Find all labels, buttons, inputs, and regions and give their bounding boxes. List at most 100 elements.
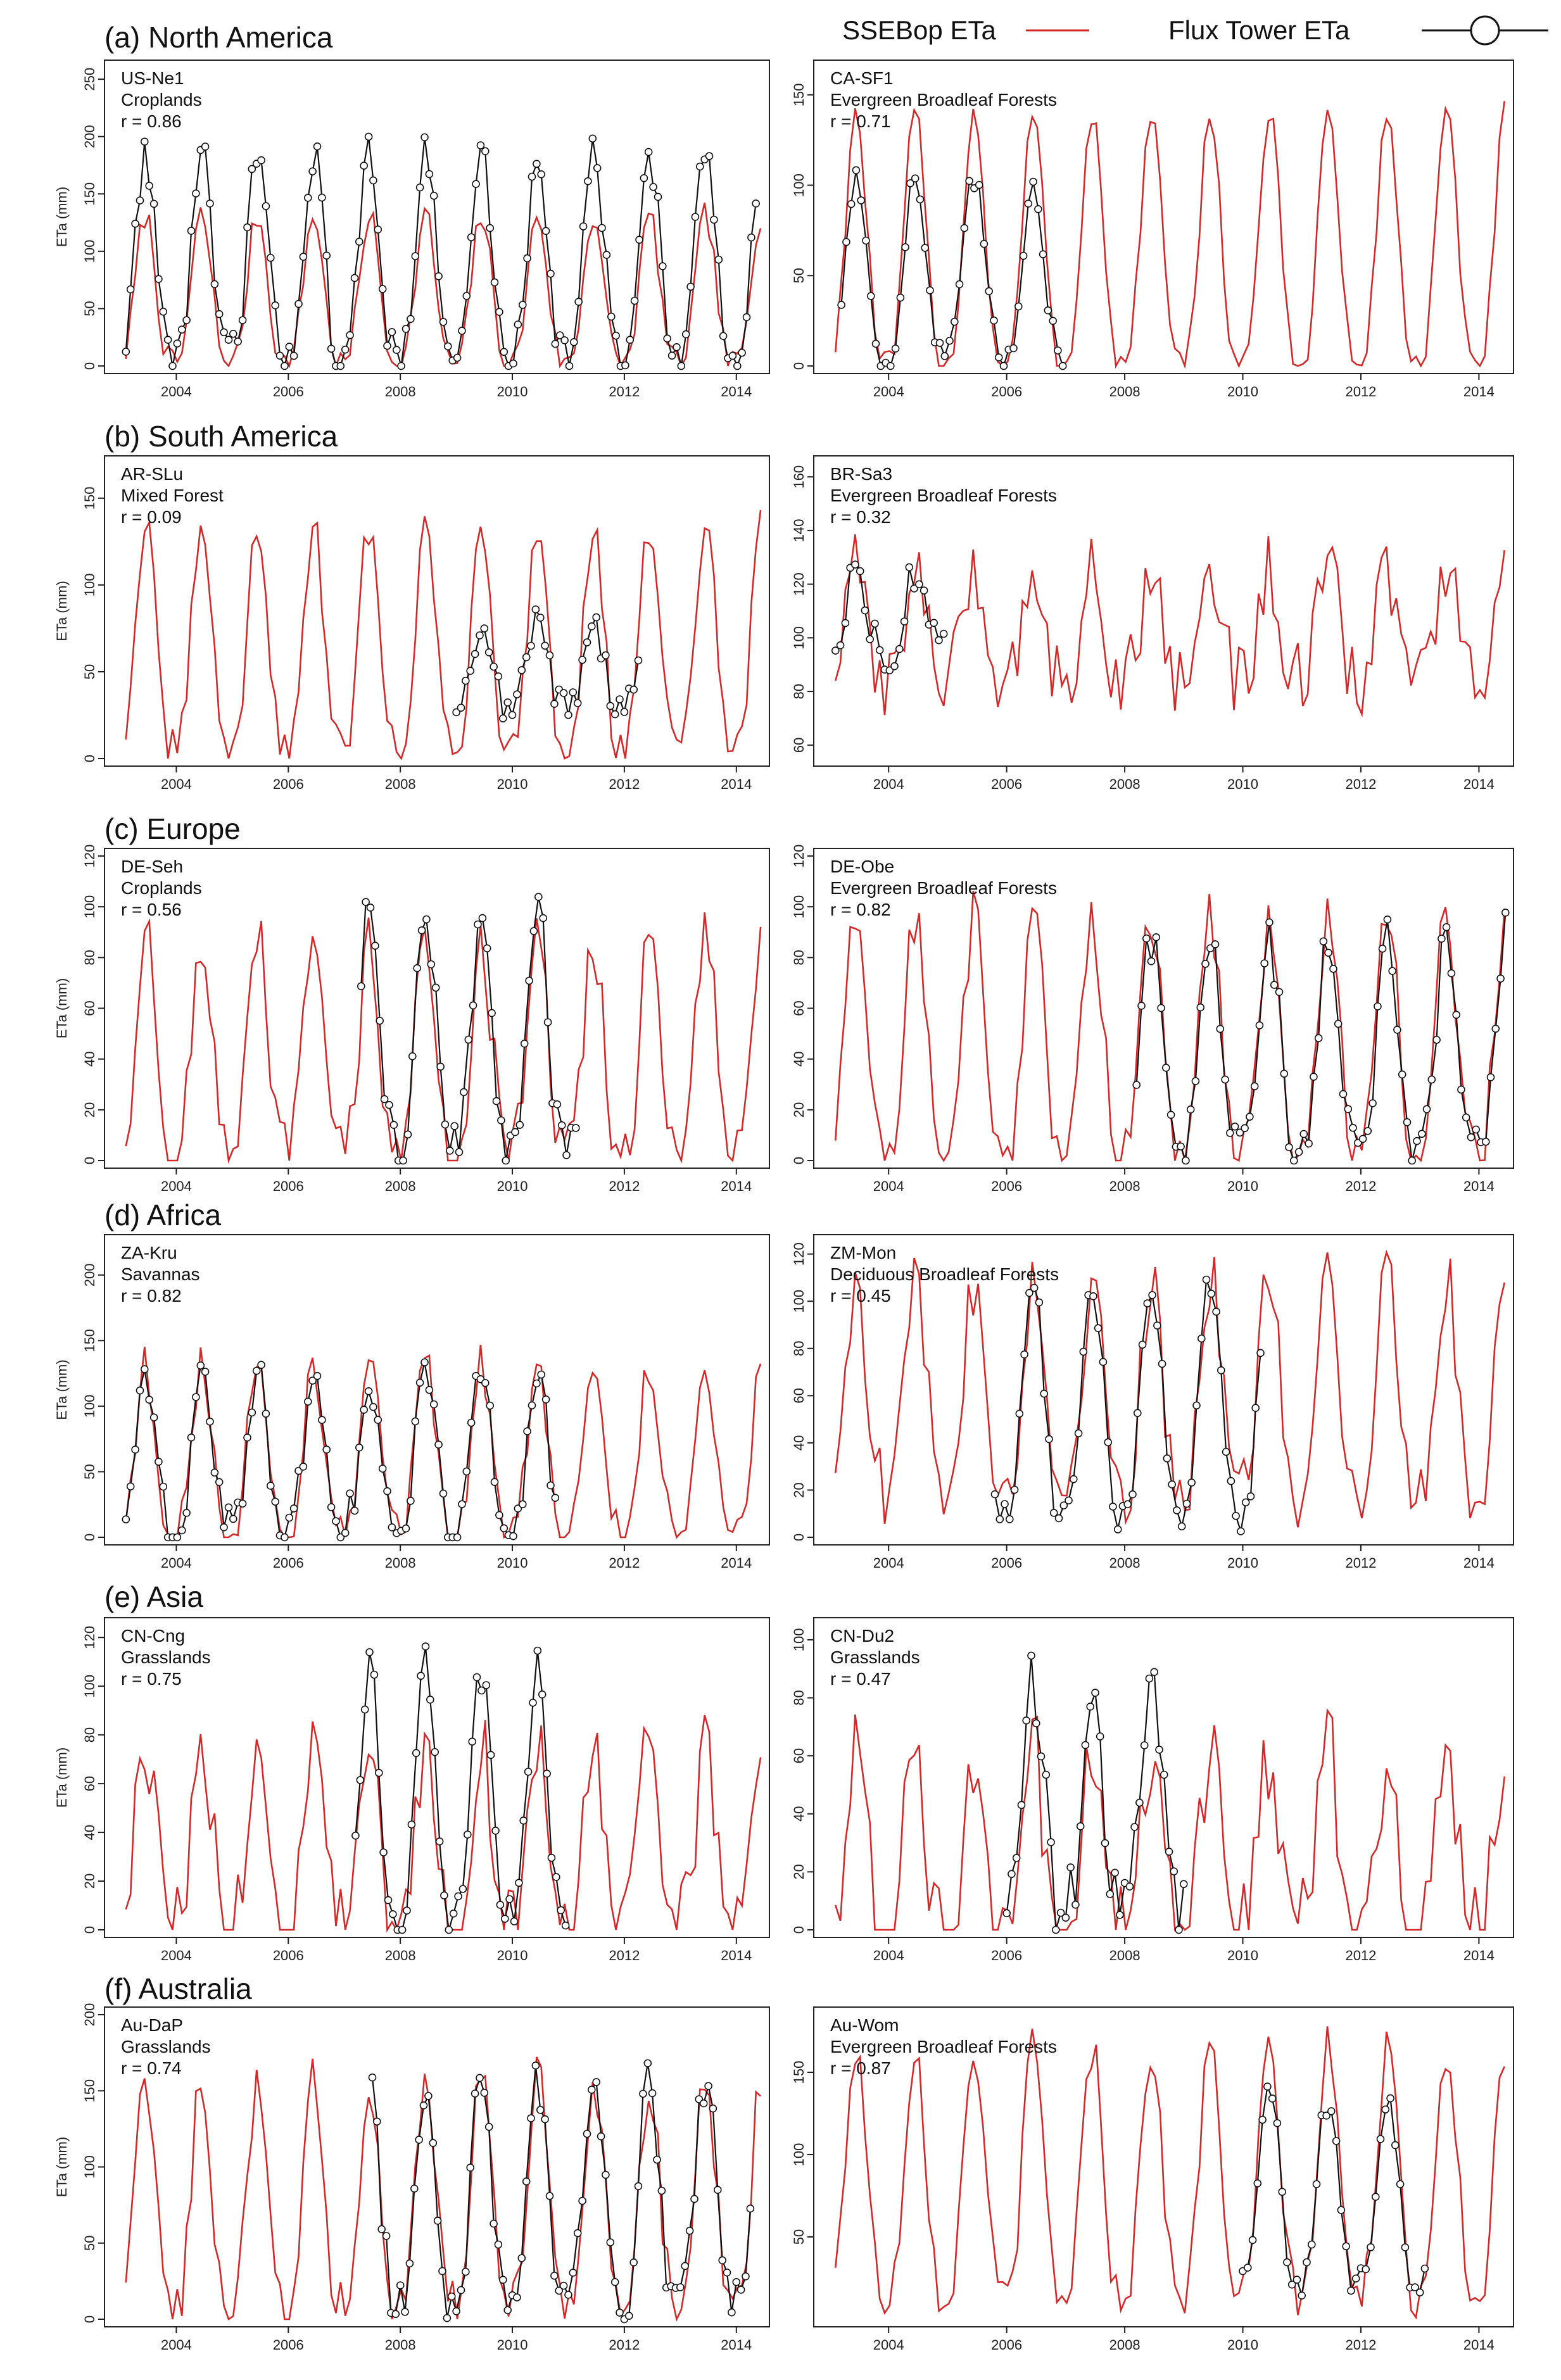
flux-point [1248, 2236, 1257, 2245]
flux-point [1221, 1075, 1229, 1084]
y-tick-label: 100 [791, 1290, 807, 1313]
flux-point [271, 1497, 280, 1506]
flux-point [728, 351, 737, 360]
flux-point [1283, 2258, 1291, 2267]
plot-frame [813, 1617, 1514, 1938]
flux-point [360, 1406, 369, 1414]
flux-point [536, 614, 545, 622]
flux-point [484, 648, 493, 657]
flux-point [714, 2186, 722, 2194]
flux-point [364, 132, 373, 141]
y-tick-label: 60 [82, 1000, 98, 1016]
flux-point [1329, 964, 1337, 973]
flux-point [1123, 1500, 1132, 1509]
flux-point [163, 336, 172, 344]
plot-frame [104, 455, 770, 767]
plot-frame [813, 1234, 1514, 1546]
flux-point [498, 714, 507, 722]
y-tick-label: 200 [82, 2003, 98, 2027]
flux-point [529, 1699, 537, 1707]
flux-point [533, 1379, 541, 1388]
x-tick-label: 2010 [1227, 1948, 1258, 1963]
flux-point [1294, 1148, 1303, 1156]
flux-point [369, 176, 377, 185]
flux-point [500, 1915, 509, 1923]
flux-point [257, 1361, 265, 1369]
flux-point [626, 336, 635, 344]
x-tick-label: 2010 [1227, 1178, 1258, 1194]
flux-point [1374, 1002, 1382, 1011]
x-tick-label: 2012 [609, 384, 640, 400]
y-tick-label: 150 [82, 486, 98, 510]
flux-point [1413, 1136, 1421, 1145]
flux-point [407, 315, 415, 324]
r-label: r = 0.82 [830, 900, 891, 919]
y-tick-label: 60 [791, 738, 807, 753]
flux-point [289, 1504, 298, 1513]
flux-point [1125, 1882, 1134, 1891]
x-tick-label: 2014 [721, 1178, 752, 1194]
site-label: US-Ne1 [121, 68, 184, 88]
flux-point [1344, 1105, 1353, 1113]
y-tick-label: 0 [82, 1533, 98, 1541]
flux-point [890, 662, 899, 671]
flux-point [592, 613, 601, 622]
x-tick-label: 2010 [497, 1178, 528, 1194]
flux-point [1065, 1496, 1073, 1505]
flux-point [592, 2078, 601, 2086]
flux-point [476, 631, 484, 639]
x-tick-label: 2012 [609, 2337, 640, 2353]
flux-point [503, 698, 512, 707]
cover-label: Deciduous Broadleaf Forests [830, 1264, 1059, 1284]
flux-point [629, 685, 638, 694]
flux-point [365, 1648, 374, 1656]
y-tick-label: 100 [82, 1675, 98, 1698]
flux-point [847, 199, 856, 208]
x-tick-label: 2004 [873, 384, 904, 400]
r-label: r = 0.82 [121, 1286, 182, 1306]
flux-point [895, 645, 904, 653]
flux-point [368, 2073, 377, 2082]
flux-point [415, 183, 424, 192]
y-tick-label: 0 [791, 1157, 807, 1164]
x-tick-label: 2004 [873, 1178, 904, 1194]
flux-point [427, 960, 436, 969]
flux-point [951, 317, 959, 326]
x-tick-label: 2014 [1463, 1178, 1495, 1194]
flux-point [401, 1524, 410, 1533]
flux-point [136, 1386, 144, 1395]
flux-point [543, 1018, 552, 1026]
flux-point [1396, 2180, 1405, 2188]
flux-point [920, 586, 928, 595]
flux-point [555, 331, 564, 339]
flux-point [126, 285, 135, 294]
flux-point [285, 1513, 294, 1522]
flux-point [939, 629, 948, 638]
flux-point [490, 662, 498, 671]
x-tick-label: 2006 [991, 776, 1022, 792]
flux-point [723, 2269, 731, 2277]
flux-point [714, 255, 723, 264]
flux-point [458, 327, 466, 335]
flux-point [1058, 362, 1067, 370]
site-label: CN-Du2 [830, 1626, 894, 1646]
x-tick-label: 2014 [1463, 384, 1495, 400]
flux-point [1241, 1124, 1249, 1133]
flux-point [407, 1820, 416, 1829]
chart-panel-br-sa3: 60 80 100 120 140 160 2004 2006 2008 2010 2012 2014… [791, 455, 1514, 792]
y-tick-label: 80 [82, 950, 98, 965]
y-tick-label: 20 [82, 1102, 98, 1118]
flux-point [238, 1499, 247, 1508]
flux-point [509, 359, 517, 368]
flux-point [425, 1386, 434, 1394]
flux-point [1342, 2242, 1350, 2251]
flux-point [1438, 935, 1446, 943]
flux-point [1398, 1070, 1406, 1079]
x-tick-label: 2006 [991, 1948, 1022, 1963]
flux-point [1337, 2206, 1346, 2214]
sseb-series-line [125, 202, 762, 369]
flux-point [469, 1001, 477, 1010]
flux-point [376, 1016, 384, 1025]
flux-point [573, 699, 582, 707]
flux-series-line [840, 170, 1064, 368]
